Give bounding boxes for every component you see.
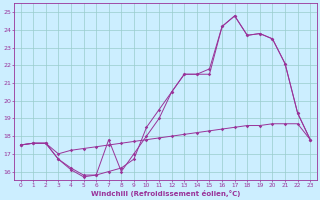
X-axis label: Windchill (Refroidissement éolien,°C): Windchill (Refroidissement éolien,°C) [91, 190, 240, 197]
